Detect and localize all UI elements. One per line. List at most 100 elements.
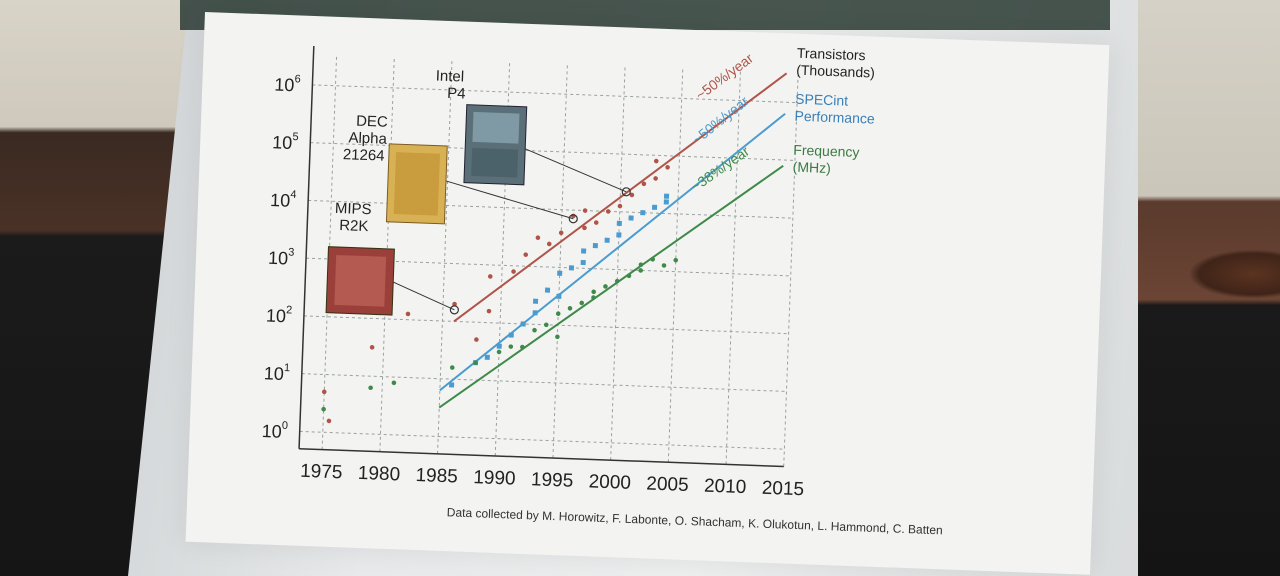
x-tick-1980: 1980 [358,463,401,486]
legend: Transistors (Thousands) SPECint Performa… [792,45,875,176]
chip-marker-2 [621,187,631,197]
x-tick-1975: 1975 [300,461,343,484]
point-0-14 [582,225,587,231]
axes: 1975 1980 1985 1990 1995 2000 2005 2010 2015 100 1… [261,45,804,500]
x-tick-2005: 2005 [646,473,689,496]
point-1-19 [640,210,646,216]
y-tick-6: 106 [274,72,301,95]
x-axis [299,447,784,468]
pointing-hand [1190,250,1280,298]
point-1-16 [616,232,622,238]
grid-v-1985 [437,61,453,454]
grid-h-0 [299,430,785,450]
y-tick-2: 102 [266,304,293,327]
point-0-9 [523,252,529,257]
x-tick-2000: 2000 [588,471,631,494]
point-2-4 [473,360,478,365]
mips-label-2: R2K [339,217,369,235]
chip-leader-0 [393,281,455,311]
point-2-10 [555,311,561,316]
point-2-22 [661,263,667,268]
point-0-10 [535,235,541,241]
fit-line-2 [438,164,784,409]
point-2-21 [650,256,655,262]
chip-labels: Intel P4 DEC Alpha 21264 MIPS R2K [335,68,466,236]
point-2-16 [603,284,608,289]
grid-h-6 [312,84,798,104]
y-axis [298,45,315,449]
y-tick-1: 101 [263,361,290,384]
point-1-2 [484,354,490,360]
dec-label-1: DEC [356,113,388,131]
point-2-14 [591,295,596,300]
grid-v-2015 [783,73,799,467]
point-1-8 [544,287,551,293]
point-0-0 [321,389,327,395]
point-2-15 [591,289,596,295]
point-0-6 [486,308,492,314]
point-0-16 [593,220,599,225]
point-2-2 [391,380,397,386]
x-tick-2010: 2010 [704,476,747,499]
point-1-6 [532,310,538,316]
chip-leader-1 [445,180,574,220]
grid-v-1995 [552,65,568,459]
point-2-23 [673,257,679,263]
point-0-18 [617,203,623,209]
point-0-8 [511,269,516,274]
point-1-22 [663,193,670,199]
data-points [321,148,679,424]
point-2-3 [449,365,455,370]
rate-label-0: ~50%/year [692,50,756,103]
point-2-9 [543,322,549,328]
credit-text: Data collected by M. Horowitz, F. Labont… [447,505,943,537]
point-2-11 [555,334,560,340]
grid-v-2000 [610,67,626,461]
x-tick-1985: 1985 [415,465,458,488]
legend-freq-1: Frequency [793,142,860,160]
point-1-11 [568,265,575,271]
point-1-5 [520,321,526,327]
legend-freq-2: (MHz) [792,159,831,176]
legend-transistors-1: Transistors [797,45,866,64]
point-1-4 [508,332,514,338]
point-0-7 [487,274,493,279]
fit-line-0 [453,72,788,323]
grid-h-1 [301,373,787,392]
point-2-5 [496,349,502,355]
chip-leader-2 [525,148,627,193]
point-2-0 [321,406,326,412]
chart: 1975 1980 1985 1990 1995 2000 2005 2010 2015 100 1… [261,45,943,538]
y-tick-0: 100 [261,419,288,442]
point-2-12 [567,306,573,311]
point-0-3 [405,311,411,317]
point-1-15 [604,237,610,243]
rate-label-2: ~38%/year [688,143,753,195]
point-0-11 [546,241,552,247]
y-tick-5: 105 [272,130,299,153]
point-0-23 [665,165,670,170]
point-2-6 [508,344,514,349]
point-0-1 [326,418,332,424]
point-0-19 [629,192,635,198]
point-2-20 [638,262,644,267]
point-1-7 [532,298,539,304]
point-1-9 [556,293,562,299]
point-0-15 [582,208,588,213]
point-1-0 [449,382,455,388]
dec-label-2: Alpha [348,129,388,147]
point-1-12 [580,259,586,266]
chip-images [325,104,528,316]
point-2-18 [626,273,632,279]
point-1-3 [496,343,502,349]
grid [299,56,799,467]
dec-label-3: 21264 [343,146,385,165]
point-1-21 [663,199,669,205]
rate-label-1: ~50%/year [689,93,752,148]
mips-label-1: MIPS [335,200,372,218]
point-1-14 [592,243,598,249]
y-tick-4: 104 [270,188,297,211]
chip-marker-1 [568,214,578,224]
point-2-19 [638,268,644,273]
point-0-21 [653,176,658,181]
